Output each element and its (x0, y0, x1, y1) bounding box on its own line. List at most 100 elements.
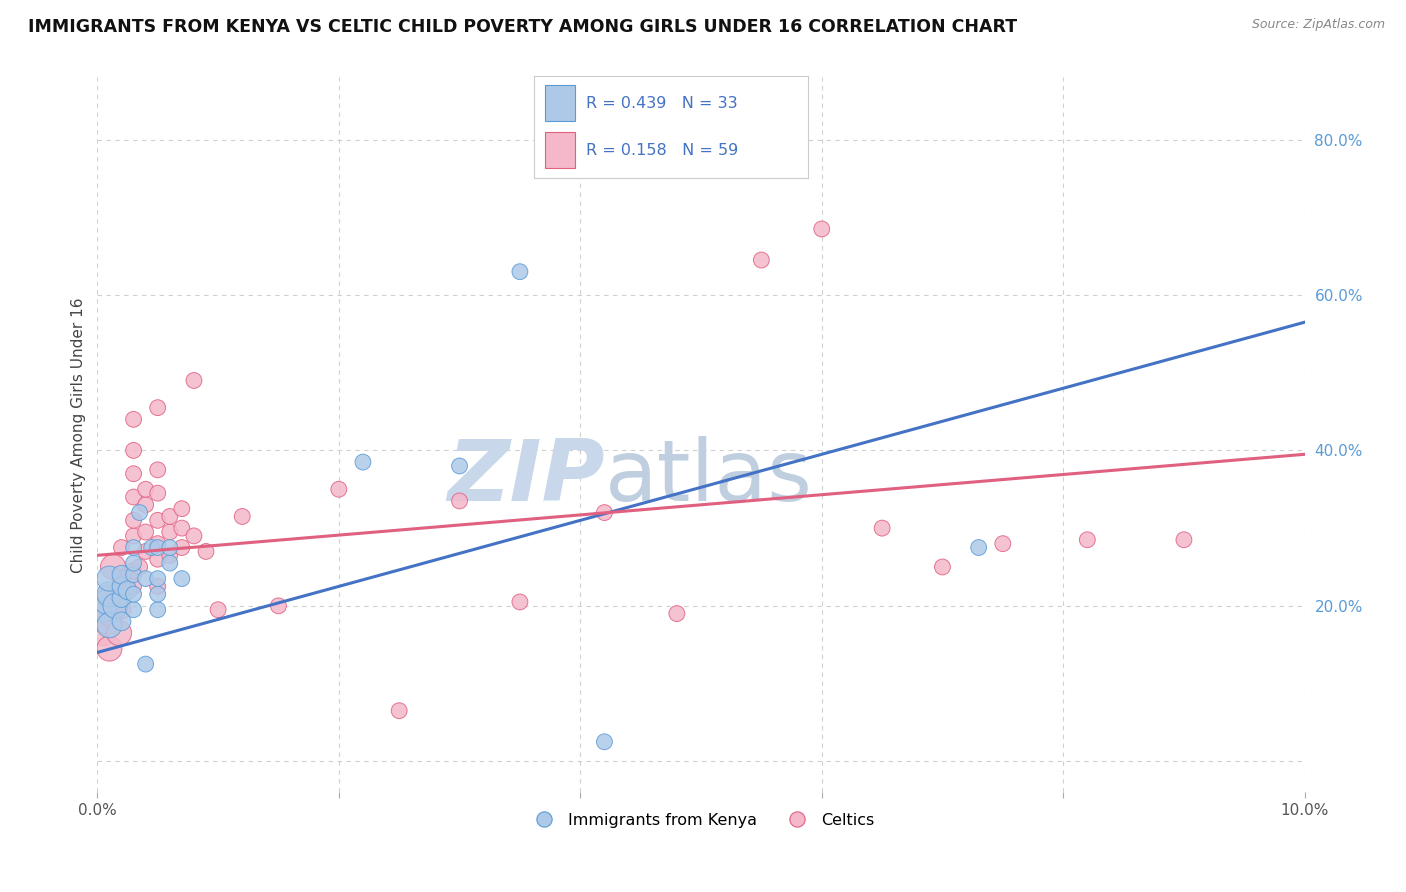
Point (170, 501, 193, 516)
Point (159, 549, 181, 563)
Point (146, 587, 169, 601)
Point (159, 556, 181, 570)
Text: R = 0.439   N = 33: R = 0.439 N = 33 (586, 95, 738, 111)
Point (146, 536, 169, 550)
Point (122, 564, 145, 578)
Point (146, 603, 169, 617)
Point (170, 521, 193, 535)
Point (122, 513, 145, 527)
Point (159, 524, 181, 539)
Text: IMMIGRANTS FROM KENYA VS CELTIC CHILD POVERTY AMONG GIRLS UNDER 16 CORRELATION C: IMMIGRANTS FROM KENYA VS CELTIC CHILD PO… (28, 18, 1018, 36)
Text: ZIP: ZIP (447, 436, 605, 519)
Point (146, 572, 169, 586)
Point (751, 253, 773, 268)
Point (98, 641, 121, 656)
Point (1173, 533, 1195, 547)
Point (593, 506, 616, 520)
Point (183, 529, 205, 543)
Point (207, 603, 229, 617)
Point (122, 556, 145, 570)
Point (117, 572, 139, 586)
Point (388, 704, 411, 718)
Point (98, 591, 121, 605)
Point (810, 222, 832, 236)
Point (122, 490, 145, 504)
Point (159, 509, 181, 524)
Point (128, 560, 150, 574)
Point (104, 599, 127, 613)
Point (110, 579, 132, 593)
Point (104, 599, 127, 613)
Y-axis label: Child Poverty Among Girls Under 16: Child Poverty Among Girls Under 16 (72, 297, 86, 573)
Point (146, 541, 169, 555)
Point (93, 603, 115, 617)
Point (122, 529, 145, 543)
Point (967, 541, 990, 555)
Point (96, 595, 118, 609)
Text: Source: ZipAtlas.com: Source: ZipAtlas.com (1251, 18, 1385, 31)
Point (110, 615, 132, 629)
Point (751, 163, 773, 178)
Point (122, 567, 145, 582)
FancyBboxPatch shape (546, 85, 575, 121)
Point (449, 458, 471, 473)
Point (1076, 533, 1098, 547)
Point (593, 735, 616, 749)
Point (170, 572, 193, 586)
Point (98, 618, 121, 632)
Point (94, 615, 117, 629)
Point (146, 463, 169, 477)
Point (509, 265, 531, 279)
Point (146, 579, 169, 593)
Point (110, 567, 132, 582)
Point (98, 587, 121, 601)
Point (231, 509, 253, 524)
Point (449, 494, 471, 508)
Point (146, 552, 169, 566)
FancyBboxPatch shape (546, 132, 575, 168)
Point (110, 541, 132, 555)
Point (352, 455, 374, 469)
Point (665, 607, 688, 621)
Point (98, 607, 121, 621)
Point (108, 626, 131, 640)
Point (122, 587, 145, 601)
Point (122, 443, 145, 458)
Point (93, 626, 115, 640)
Point (146, 401, 169, 415)
Point (135, 572, 157, 586)
Point (135, 483, 157, 497)
Point (991, 536, 1014, 550)
Point (509, 595, 531, 609)
Point (328, 483, 350, 497)
Point (122, 412, 145, 426)
Point (135, 544, 157, 558)
Point (110, 603, 132, 617)
Point (146, 513, 169, 527)
Point (159, 541, 181, 555)
Point (931, 560, 953, 574)
Point (122, 579, 145, 593)
Point (110, 591, 132, 605)
Point (135, 498, 157, 512)
Point (267, 599, 290, 613)
Point (122, 467, 145, 481)
Point (170, 541, 193, 555)
Point (146, 486, 169, 500)
Point (195, 544, 218, 558)
Text: atlas: atlas (605, 436, 813, 519)
Point (98, 572, 121, 586)
Point (141, 541, 163, 555)
Point (135, 657, 157, 672)
Point (117, 583, 139, 598)
Legend: Immigrants from Kenya, Celtics: Immigrants from Kenya, Celtics (522, 806, 880, 834)
Point (110, 572, 132, 586)
Point (122, 541, 145, 555)
Point (101, 560, 124, 574)
Point (870, 521, 893, 535)
Point (122, 603, 145, 617)
Point (110, 587, 132, 601)
Point (135, 524, 157, 539)
Point (183, 374, 205, 388)
Point (128, 506, 150, 520)
